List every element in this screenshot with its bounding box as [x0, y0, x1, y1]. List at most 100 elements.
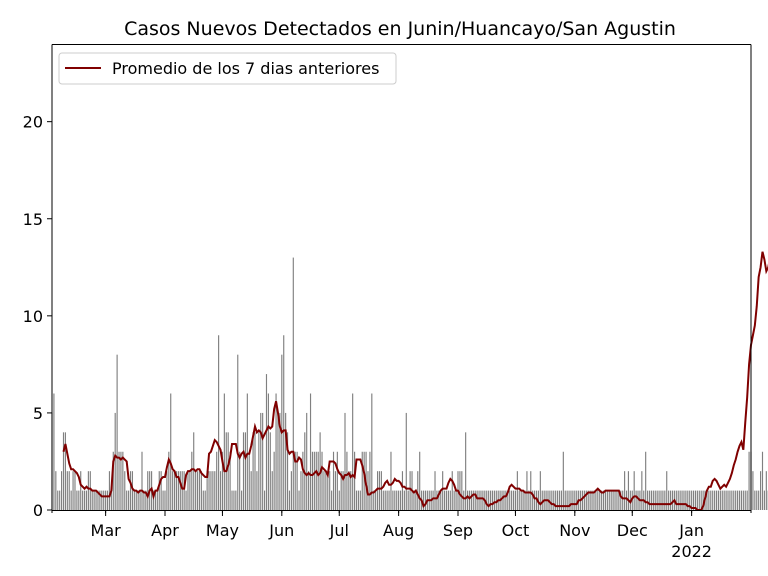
x-tick-label: Oct [502, 521, 530, 540]
daily-case-bar [76, 490, 78, 510]
daily-case-bar [237, 354, 239, 510]
daily-case-bar [415, 490, 417, 510]
daily-case-bar [173, 471, 176, 510]
daily-case-bar [700, 490, 702, 510]
daily-case-bar [206, 471, 208, 510]
daily-case-bar [53, 393, 55, 510]
daily-case-bar [633, 471, 635, 510]
daily-case-bar [103, 490, 105, 510]
daily-case-bar [664, 490, 666, 510]
daily-case-bar [135, 490, 137, 510]
daily-case-bar [99, 490, 101, 510]
daily-case-bar [66, 471, 68, 510]
daily-case-bar [350, 471, 352, 510]
daily-case-bar [660, 490, 662, 510]
daily-case-bar [463, 490, 465, 510]
daily-case-bar [265, 374, 268, 510]
daily-case-bar [675, 490, 677, 510]
daily-case-bar [300, 471, 302, 510]
daily-case-bar [200, 471, 202, 510]
daily-case-bar [298, 490, 300, 510]
daily-case-bar [373, 490, 375, 510]
daily-case-bar [635, 490, 637, 510]
daily-case-bar [725, 490, 727, 510]
x-tick-label: Jan [678, 521, 704, 540]
daily-case-bar [650, 490, 652, 510]
daily-case-bar [459, 471, 461, 510]
daily-case-bar [511, 490, 513, 510]
daily-case-bar [647, 490, 649, 510]
daily-case-bar [344, 412, 346, 510]
daily-case-bar [262, 412, 264, 510]
daily-case-bar [409, 471, 411, 510]
daily-case-bar [139, 490, 141, 510]
daily-case-bar [172, 471, 174, 510]
legend: Promedio de los 7 dias anteriores [58, 52, 397, 85]
daily-case-bar [179, 471, 181, 510]
daily-case-bar [505, 490, 507, 510]
daily-case-bar [618, 490, 620, 510]
y-tick-label: 10 [23, 307, 43, 326]
daily-case-bar [254, 432, 256, 510]
daily-case-bar [564, 490, 566, 510]
daily-case-bar [97, 490, 99, 510]
daily-case-bar [147, 471, 149, 510]
daily-case-bar [187, 471, 189, 510]
daily-case-bar [436, 490, 438, 510]
daily-case-bar [221, 451, 224, 510]
daily-case-bar [493, 490, 495, 510]
daily-case-bar [534, 490, 536, 510]
x-year-label: 2022 [671, 542, 712, 561]
daily-case-bar [687, 490, 689, 510]
daily-case-bar [486, 490, 488, 510]
daily-case-bar [223, 393, 225, 510]
daily-case-bar [398, 490, 400, 510]
daily-case-bar [82, 490, 84, 510]
daily-case-bar [654, 490, 656, 510]
daily-case-bar [495, 490, 497, 510]
daily-case-bar [419, 451, 421, 510]
daily-case-bar [340, 471, 342, 510]
daily-case-bar [518, 490, 520, 510]
daily-case-bar [524, 490, 526, 510]
daily-case-bar [371, 393, 373, 510]
daily-case-bar [602, 490, 605, 510]
daily-case-bar [241, 490, 243, 510]
daily-case-bar [758, 490, 760, 510]
daily-case-bar [156, 490, 158, 510]
daily-case-bar [507, 490, 509, 510]
daily-case-bar [589, 490, 591, 510]
x-tick-label: Nov [559, 521, 590, 540]
daily-case-bar [532, 490, 534, 510]
daily-case-bar [461, 471, 463, 510]
x-tick-label: Dec [617, 521, 648, 540]
daily-case-bar [91, 490, 93, 510]
daily-case-bar [392, 490, 394, 510]
x-tick-label: Sep [443, 521, 473, 540]
daily-case-bar [698, 490, 700, 510]
daily-case-bar [390, 451, 392, 510]
x-tick-label: Jul [329, 521, 349, 540]
daily-case-bar [509, 490, 511, 510]
daily-case-bar [599, 490, 601, 510]
daily-case-bar [444, 490, 446, 510]
y-tick-label: 15 [23, 210, 43, 229]
daily-case-bar [754, 490, 756, 510]
daily-case-bar [491, 490, 494, 510]
daily-case-bar [662, 490, 664, 510]
daily-case-bar [572, 490, 574, 510]
daily-case-bar [227, 432, 229, 510]
daily-case-bar [208, 471, 210, 510]
daily-case-bar [407, 490, 409, 510]
daily-case-bar [658, 490, 660, 510]
daily-case-bar [162, 490, 164, 510]
daily-case-bar [101, 490, 103, 510]
daily-case-bar [652, 490, 654, 510]
daily-case-bar [129, 471, 132, 510]
daily-case-bar [332, 451, 335, 510]
daily-case-bar [329, 471, 331, 510]
daily-case-bar [692, 490, 695, 510]
daily-case-bar [520, 490, 522, 510]
daily-case-bar [622, 490, 624, 510]
daily-case-bar [116, 354, 118, 510]
